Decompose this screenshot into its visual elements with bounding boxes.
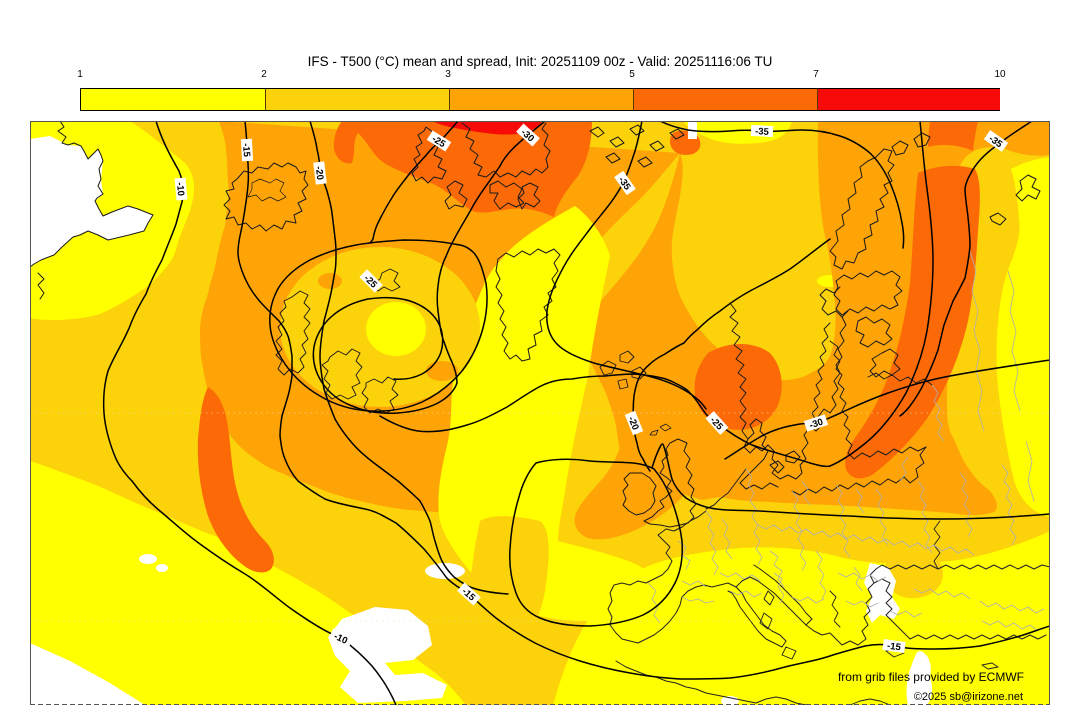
svg-text:-35: -35 [755, 126, 770, 138]
svg-text:-15: -15 [240, 143, 252, 158]
svg-text:-20: -20 [625, 415, 640, 432]
svg-text:from grib files provided by EC: from grib files provided by ECMWF [838, 670, 1024, 684]
svg-text:-30: -30 [808, 417, 824, 432]
svg-text:©2025 sb@irizone.net: ©2025 sb@irizone.net [914, 691, 1023, 703]
svg-text:-10: -10 [174, 182, 186, 197]
svg-text:-10: -10 [332, 631, 349, 647]
svg-text:-15: -15 [886, 641, 902, 654]
svg-text:-20: -20 [313, 166, 326, 181]
